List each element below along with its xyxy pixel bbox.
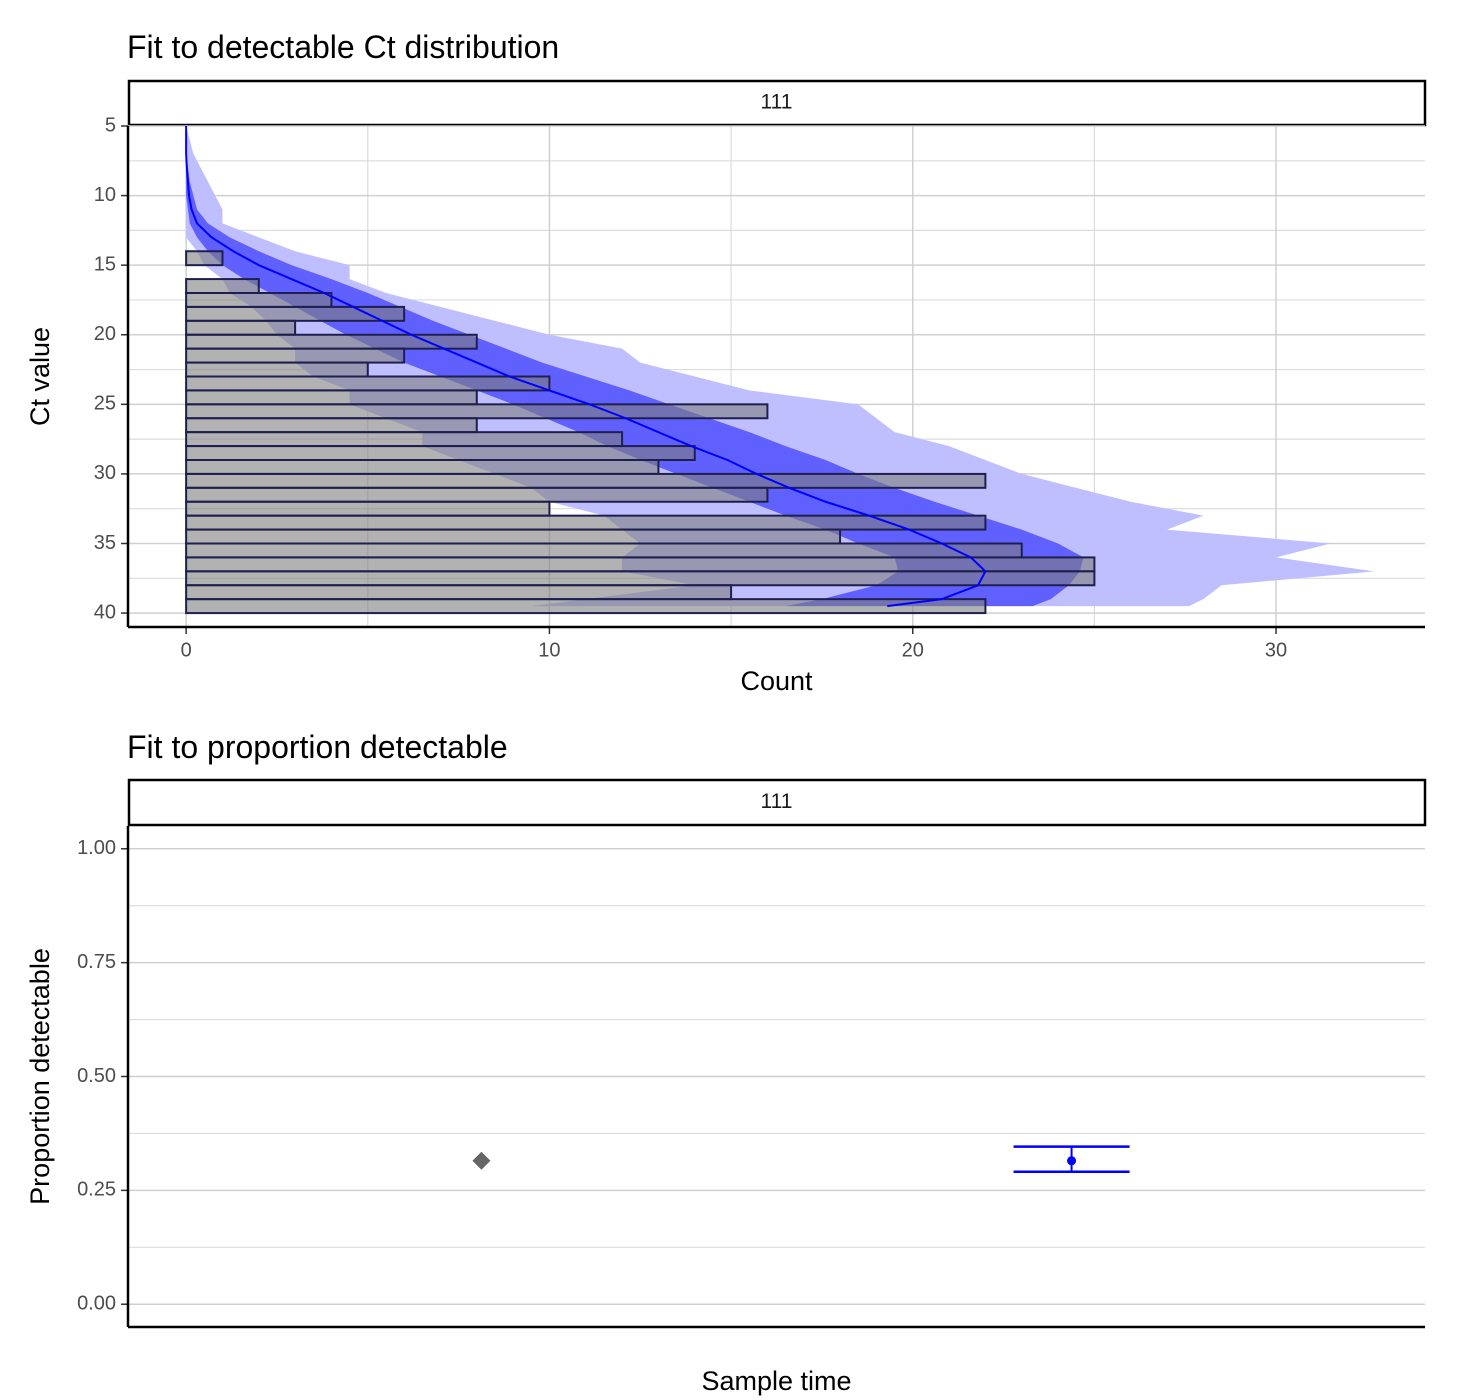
bar	[185, 528, 842, 545]
chart-title: Fit to proportion detectable	[127, 729, 508, 765]
y-tick-label: 1.00	[77, 837, 116, 859]
strip	[127, 79, 1427, 127]
bar	[185, 598, 987, 615]
bar	[185, 389, 478, 406]
x-tick-label: 30	[1265, 639, 1287, 661]
y-tick-label: 30	[94, 462, 116, 484]
y-tick-label: 20	[94, 323, 116, 345]
bar	[185, 431, 624, 448]
x-tick-label: 20	[902, 639, 924, 661]
bar	[185, 556, 1096, 573]
bar	[185, 292, 333, 308]
x-tick-label: 0	[181, 639, 192, 661]
y-tick-label: 0.50	[77, 1065, 116, 1087]
y-tick-label: 0.25	[77, 1179, 116, 1201]
bar	[185, 375, 551, 392]
bar	[185, 514, 987, 531]
y-tick-label: 15	[94, 253, 116, 275]
y-tick-label: 5	[105, 114, 116, 136]
bar	[185, 403, 769, 420]
fitted-point	[1067, 1156, 1077, 1166]
bar	[185, 417, 478, 434]
bar	[185, 445, 696, 462]
bar	[185, 333, 478, 350]
strip-label: 111	[761, 790, 793, 813]
bar	[185, 361, 369, 378]
x-axis-label: Count	[740, 666, 813, 696]
bar	[185, 319, 297, 336]
bar	[185, 472, 987, 489]
y-tick-label: 40	[94, 601, 116, 623]
bar	[185, 542, 1023, 559]
y-tick-label: 0.00	[77, 1293, 116, 1315]
y-tick-label: 10	[94, 184, 116, 206]
y-tick-label: 0.75	[77, 951, 116, 973]
bar	[185, 278, 260, 295]
y-tick-label: 35	[94, 532, 116, 554]
bar	[185, 250, 224, 267]
strip	[127, 778, 1427, 827]
bar	[185, 347, 406, 364]
bar	[185, 500, 551, 517]
bar	[185, 486, 769, 503]
strip-label: 111	[761, 91, 793, 114]
y-tick-label: 25	[94, 393, 116, 415]
bar	[185, 584, 733, 601]
bar	[185, 305, 406, 322]
x-axis-label: Sample time	[701, 1366, 851, 1396]
median-line	[185, 126, 987, 608]
y-axis-label: Proportion detectable	[25, 948, 55, 1205]
observed-point	[472, 1151, 491, 1170]
bar	[185, 459, 660, 475]
x-tick-label: 10	[538, 639, 560, 661]
chart-title: Fit to detectable Ct distribution	[127, 29, 559, 65]
y-axis-label: Ct value	[25, 327, 55, 426]
bar	[185, 570, 1096, 587]
